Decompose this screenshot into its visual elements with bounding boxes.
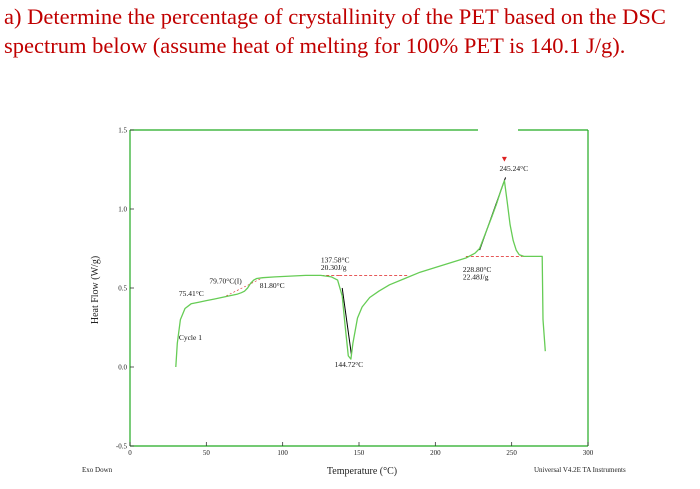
annotation-label: 20.30J/g — [321, 263, 347, 272]
glass-transition-marker — [226, 276, 265, 297]
annotation-label: 228.80°C — [463, 265, 492, 274]
annotation-label: 75.41°C — [179, 289, 204, 298]
x-tick-label: 50 — [203, 449, 211, 457]
x-tick-label: 150 — [354, 449, 365, 457]
annotation-label: 144.72°C — [335, 360, 364, 369]
peak-annotations: 245.24°C 137.58°C20.30J/g 228.80°C22.48J/g… — [179, 164, 528, 369]
instrument-label: Universal V4.2E TA Instruments — [534, 466, 626, 474]
annotation-label: 81.80°C — [260, 281, 285, 290]
x-axis-title: Temperature (°C) — [327, 466, 397, 477]
y-tick-label: 1.5 — [118, 127, 127, 135]
annotation-label: 79.70°C(I) — [209, 276, 242, 285]
x-tick-label: 0 — [128, 449, 132, 457]
x-tick-label: 250 — [506, 449, 517, 457]
axis-ticks: 0 50 100 150 200 250 300 -0.5 0.0 0.5 1.0 1.5 — [116, 127, 594, 458]
y-tick-label: 1.0 — [118, 206, 127, 214]
exo-down-label: Exo Down — [82, 466, 113, 474]
series-line-0 — [175, 179, 546, 368]
annotation-label: 245.24°C — [499, 164, 528, 173]
y-tick-label: 0.5 — [118, 285, 127, 293]
crystallization-tangent — [341, 287, 352, 355]
question-line-1: a) Determine the percentage of crystalli… — [4, 4, 666, 29]
annotation-label: Cycle 1 — [179, 333, 202, 342]
y-tick-label: -0.5 — [116, 443, 128, 451]
x-tick-label: 100 — [277, 449, 288, 457]
y-axis-title: Heat Flow (W/g) — [90, 256, 101, 324]
x-tick-label: 200 — [430, 449, 441, 457]
question-text: a) Determine the percentage of crystalli… — [4, 2, 696, 60]
dsc-curve — [175, 179, 546, 368]
question-line-2: spectrum below (assume heat of melting f… — [4, 33, 626, 58]
annotation-label: 137.58°C — [321, 256, 350, 265]
baseline-markers — [226, 156, 540, 355]
annotation-label: 22.48J/g — [463, 272, 489, 281]
x-tick-label: 300 — [583, 449, 594, 457]
peak-marker-icon — [501, 156, 507, 162]
y-tick-label: 0.0 — [118, 364, 127, 372]
